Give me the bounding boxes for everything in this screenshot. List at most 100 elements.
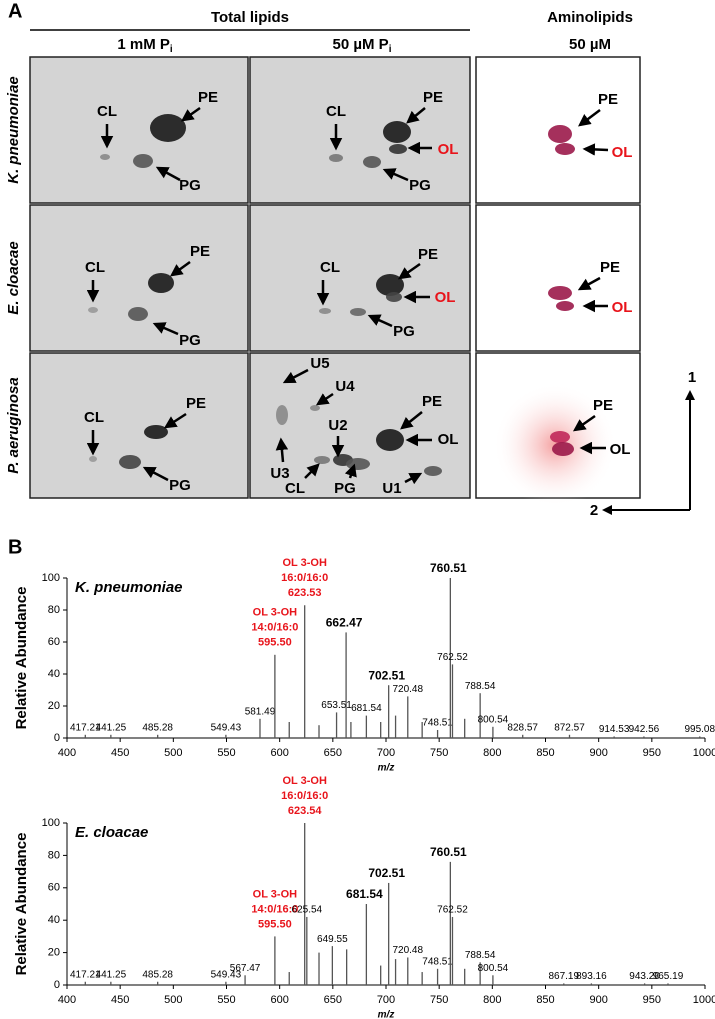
peak-label: 653.51 [321, 700, 352, 711]
x-tick-label: 1000 [693, 994, 715, 1006]
peak-annotation: OL 3-OH [253, 888, 297, 900]
peak-annotation: OL 3-OH [253, 607, 297, 619]
x-tick-label: 600 [270, 747, 288, 759]
peak-label: 748.51 [422, 718, 453, 729]
peak-annotation: 16:0/16:0 [281, 572, 328, 584]
spot-label: OL [438, 141, 459, 158]
spot-label: PE [190, 243, 210, 260]
lipid-spot [386, 292, 402, 302]
row-label: P. aeruginosa [5, 377, 22, 473]
spectrum-name: E. cloacae [75, 824, 148, 841]
peak-label: 623.54 [288, 805, 323, 817]
peak-label: 441.25 [96, 722, 127, 733]
col-header-text: 1 mM P [117, 36, 170, 53]
peak-label: 788.54 [465, 681, 496, 692]
arrow [163, 412, 187, 429]
x-tick-label: 550 [217, 994, 235, 1006]
x-tick-label: 750 [430, 747, 448, 759]
axis-label: 2 [590, 502, 598, 519]
x-tick-label: 750 [430, 994, 448, 1006]
x-axis-label: m/z [378, 763, 395, 774]
arrow [572, 414, 596, 432]
peak-label: 595.50 [258, 918, 292, 930]
y-tick-label: 80 [48, 604, 60, 616]
spot-label: PE [593, 397, 613, 414]
y-tick-label: 20 [48, 700, 60, 712]
x-tick-label: 450 [111, 994, 129, 1006]
spot-label: PG [179, 332, 201, 349]
col-header-sub: i [389, 44, 392, 55]
x-tick-label: 550 [217, 747, 235, 759]
x-tick-label: 850 [536, 747, 554, 759]
peak-label: 800.54 [478, 714, 509, 725]
tlc-plate [29, 56, 249, 204]
spot-label: PG [334, 480, 356, 497]
lipid-spot [319, 308, 331, 314]
peak-annotation: 14:0/16:0 [251, 903, 298, 915]
x-tick-label: 450 [111, 747, 129, 759]
peak-label: 702.51 [368, 668, 405, 682]
y-tick-label: 80 [48, 849, 60, 861]
lipid-spot [329, 154, 343, 162]
peak-label: 549.43 [211, 722, 242, 733]
x-axis-label: m/z [378, 1010, 395, 1019]
x-tick-label: 900 [589, 994, 607, 1006]
y-tick-label: 0 [54, 979, 60, 991]
lipid-spot [314, 456, 330, 464]
arrow [406, 107, 426, 124]
tlc-plate [475, 204, 641, 352]
tlc-plate [29, 352, 249, 499]
spot-label: PG [409, 177, 431, 194]
arrow [404, 472, 423, 485]
lipid-spot [148, 273, 174, 293]
spot-label: PG [393, 323, 415, 340]
peak-label: 623.53 [288, 587, 322, 599]
x-tick-label: 650 [324, 994, 342, 1006]
lipid-spot [119, 455, 141, 469]
arrow [397, 262, 421, 280]
amino-sub: 50 µM [569, 36, 611, 53]
arrow [315, 392, 334, 406]
y-axis-label: Relative Abundance [13, 587, 30, 730]
arrow [304, 463, 320, 479]
peak-label: 867.19 [548, 971, 579, 982]
col-header-sub: i [170, 44, 173, 55]
spot-label: CL [97, 103, 117, 120]
lipid-spot [376, 274, 404, 296]
group-title: Total lipids [211, 9, 289, 26]
amino-title: Aminolipids [547, 9, 633, 26]
col-header-text: 50 µM P [333, 36, 389, 53]
spot-label: OL [610, 441, 631, 458]
peak-label: 762.52 [437, 652, 468, 663]
lipid-spot [144, 425, 168, 439]
peak-label: 702.51 [368, 866, 405, 880]
x-tick-label: 950 [643, 747, 661, 759]
peak-annotation: OL 3-OH [282, 775, 326, 787]
arrow [142, 466, 169, 482]
peak-label: 943.20 [629, 971, 660, 982]
spot-label: CL [320, 259, 340, 276]
lipid-spot [133, 154, 153, 168]
lipid-spot [150, 114, 186, 142]
spot-label: PE [423, 89, 443, 106]
spot-label: PE [198, 89, 218, 106]
x-tick-label: 400 [58, 994, 76, 1006]
arrow [367, 314, 393, 328]
lipid-spot [552, 442, 574, 456]
lipid-spot [310, 405, 320, 411]
tlc-grid: CL PE PG CL PE OL PG PE OL K. pneumoniae CL PE PG CL P… [5, 56, 641, 507]
spot-label: U2 [328, 417, 347, 434]
peak-label: 893.16 [576, 971, 607, 982]
arrow [577, 276, 601, 291]
peak-label: 595.50 [258, 637, 292, 649]
peak-label: 720.48 [392, 945, 423, 956]
spot-label: CL [285, 480, 305, 497]
peak-label: 485.28 [142, 969, 173, 980]
x-tick-label: 900 [589, 747, 607, 759]
peak-label: 417.21 [70, 969, 101, 980]
y-tick-label: 100 [42, 572, 60, 584]
col-header: 1 mM Pi [117, 36, 173, 55]
row-label: K. pneumoniae [5, 76, 22, 184]
lipid-spot [424, 466, 442, 476]
